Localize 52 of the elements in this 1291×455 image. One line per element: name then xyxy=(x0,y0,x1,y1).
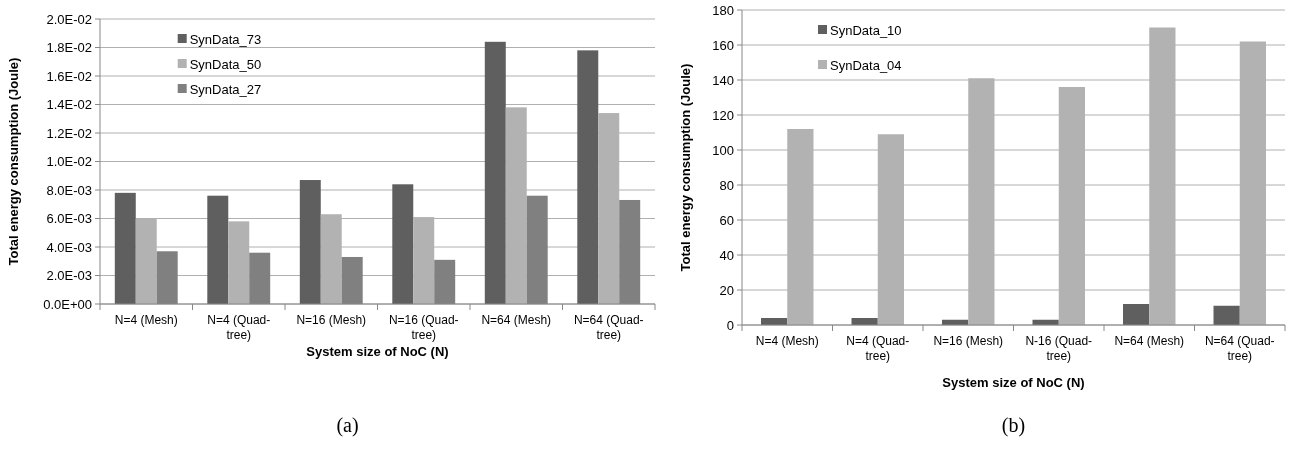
bar xyxy=(1213,305,1240,325)
y-tick-label: 160 xyxy=(712,37,734,53)
x-tick-label: N-16 (Quad-tree) xyxy=(1025,334,1093,363)
y-tick-label: 8.0E-03 xyxy=(46,182,92,198)
y-tick-label: 1.2E-02 xyxy=(46,125,92,141)
y-tick-label: 20 xyxy=(719,282,734,298)
legend-label: SynData_04 xyxy=(830,57,902,73)
x-axis-title: System size of NoC (N) xyxy=(306,344,449,359)
y-axis-title: Total energy consumption (Joule) xyxy=(6,57,21,266)
y-tick-label: 60 xyxy=(719,212,734,228)
x-tick-label: N=4 (Mesh) xyxy=(114,313,178,327)
x-tick-label: N=64 (Quad-tree) xyxy=(573,313,644,342)
x-tick-label: N=64 (Quad-tree) xyxy=(1204,334,1275,363)
y-tick-label: 6.0E-03 xyxy=(46,211,92,227)
y-axis-title: Total energy consumption (Joule) xyxy=(678,63,693,272)
y-tick-label: 80 xyxy=(719,177,734,193)
legend-label: SynData_73 xyxy=(189,31,262,47)
x-tick-label: N=16 (Mesh) xyxy=(933,334,1004,348)
y-tick-label: 0 xyxy=(726,317,734,333)
y-tick-label: 1.0E-02 xyxy=(46,154,92,170)
text: (b) xyxy=(1001,414,1026,437)
legend-label: SynData_10 xyxy=(830,22,902,38)
x-tick-label: N=4 (Quad-tree) xyxy=(207,313,271,342)
y-tick-label: 100 xyxy=(712,142,734,158)
legend-label: SynData_27 xyxy=(189,81,262,97)
y-tick-label: 0.0E+00 xyxy=(43,296,92,312)
x-tick-label: N=64 (Mesh) xyxy=(1114,334,1185,348)
bar xyxy=(1123,304,1150,325)
y-tick-label: 1.4E-02 xyxy=(46,97,92,113)
x-tick-label: N=16 (Quad-tree) xyxy=(388,313,459,342)
bar xyxy=(484,41,506,304)
y-tick-label: 1.6E-02 xyxy=(46,68,92,84)
y-tick-label: 180 xyxy=(712,2,734,18)
y-tick-label: 40 xyxy=(719,247,734,263)
bar xyxy=(299,180,321,304)
y-tick-label: 120 xyxy=(712,107,734,123)
bar xyxy=(577,50,599,304)
y-tick-label: 1.8E-02 xyxy=(46,40,92,56)
y-tick-label: 2.0E-02 xyxy=(46,11,92,27)
bar xyxy=(114,192,136,304)
x-axis-title: System size of NoC (N) xyxy=(942,375,1085,390)
x-tick-label: N=64 (Mesh) xyxy=(481,313,552,327)
y-tick-label: 2.0E-03 xyxy=(46,268,92,284)
bar xyxy=(392,184,414,304)
x-tick-label: N=16 (Mesh) xyxy=(296,313,367,327)
x-tick-label: N=4 (Mesh) xyxy=(755,334,819,348)
y-tick-label: 140 xyxy=(712,72,734,88)
x-tick-label: N=4 (Quad-tree) xyxy=(846,334,910,363)
legend-label: SynData_50 xyxy=(189,56,262,72)
text: (a) xyxy=(336,414,359,437)
bar xyxy=(207,195,229,304)
y-tick-label: 4.0E-03 xyxy=(46,239,92,255)
